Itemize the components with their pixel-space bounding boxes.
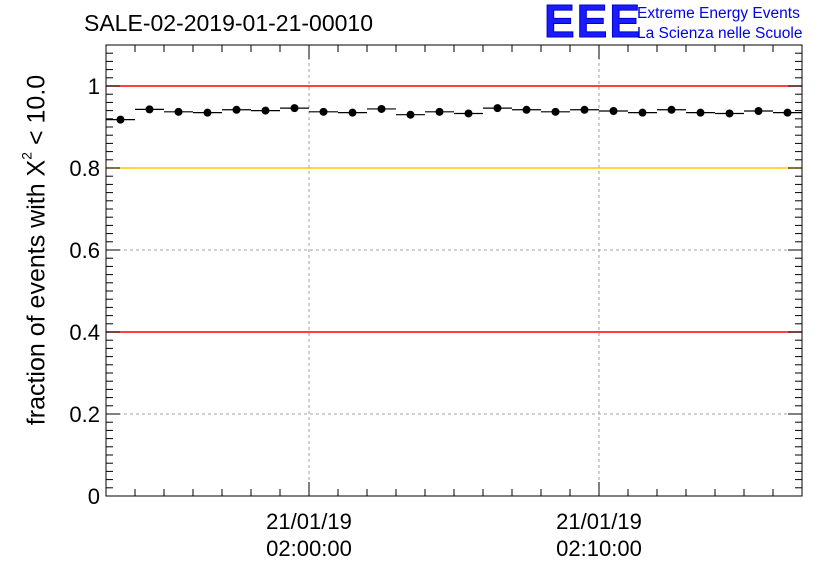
data-point (493, 104, 502, 113)
data-point (725, 109, 734, 118)
data-point (203, 108, 212, 117)
data-point (290, 104, 299, 113)
data-point (783, 108, 792, 117)
data-point (261, 106, 270, 115)
reference-lines (106, 85, 802, 333)
data-point (319, 107, 328, 116)
x-tick-label-time: 02:00:00 (266, 536, 352, 561)
y-axis-label-prefix: fraction of events with (22, 176, 51, 426)
data-point (551, 107, 560, 116)
data-point (377, 104, 386, 113)
y-axis-label-sup: 2 (18, 151, 35, 160)
x-tick-label-time: 02:10:00 (556, 536, 642, 561)
data-point (435, 107, 444, 116)
data-point (580, 105, 589, 114)
data-point (116, 115, 125, 124)
y-tick-label: 0.8 (69, 156, 100, 181)
plot-frame (105, 44, 803, 497)
data-point (464, 109, 473, 118)
chart-title: SALE-02-2019-01-21-00010 (84, 10, 373, 36)
x-tick-label-date: 21/01/19 (266, 509, 352, 534)
y-axis-label: fraction of events with X2 < 10.0 (18, 74, 51, 426)
logo-line-2: La Scienza nelle Scuole (637, 25, 803, 42)
logo-line-1: Extreme Energy Events (637, 5, 800, 22)
y-axis-label-suffix: < 10.0 (22, 74, 51, 152)
y-tick-label: 0.4 (69, 320, 100, 345)
axis-ticks (106, 44, 802, 497)
data-point (696, 108, 705, 117)
data-point (522, 105, 531, 114)
y-tick-label: 0 (88, 484, 100, 509)
y-axis-label-symbol: X (22, 159, 51, 177)
data-point (348, 108, 357, 117)
data-point (232, 105, 241, 114)
tick-labels: 00.20.40.60.8121/01/1902:00:0021/01/1902… (69, 74, 641, 561)
data-point (667, 105, 676, 114)
y-tick-label: 1 (88, 74, 100, 99)
data-point (609, 107, 618, 116)
data-points (106, 104, 802, 124)
data-point (145, 105, 154, 114)
data-point (406, 110, 415, 119)
data-point (638, 108, 647, 117)
y-tick-label: 0.2 (69, 402, 100, 427)
data-point (174, 107, 183, 116)
y-tick-label: 0.6 (69, 238, 100, 263)
data-point (754, 107, 763, 116)
x-tick-label-date: 21/01/19 (556, 509, 642, 534)
eee-logo-mark: EEE (543, 0, 643, 47)
